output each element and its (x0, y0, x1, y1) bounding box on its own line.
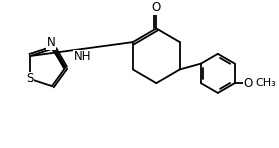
Text: N: N (47, 36, 56, 49)
Text: NH: NH (74, 50, 91, 63)
Text: CH₃: CH₃ (255, 78, 276, 88)
Text: O: O (152, 1, 161, 14)
Text: O: O (244, 77, 253, 90)
Text: S: S (27, 73, 34, 86)
